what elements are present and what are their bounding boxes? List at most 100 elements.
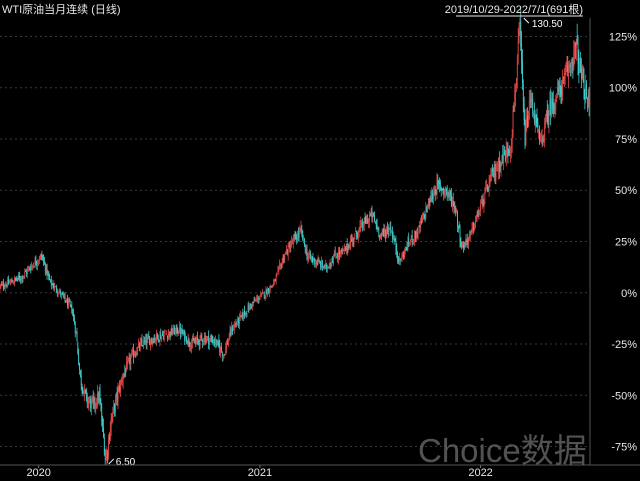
candle-body (56, 286, 57, 291)
axes-layer: 125% 100% 75% 50% 25% 0% -25% -50% -75% 2020 2021 2… (0, 18, 640, 479)
candle-body (284, 255, 286, 262)
candle-body (397, 253, 399, 259)
candle-body (475, 217, 477, 220)
candle-body (340, 249, 342, 253)
candle-body (588, 93, 590, 110)
candle-body (195, 341, 197, 343)
candle-body (25, 270, 27, 272)
candle-body (404, 251, 405, 258)
candle-body (408, 237, 410, 244)
candle-body (562, 78, 564, 96)
candle-body (249, 304, 251, 311)
candle-body (587, 96, 589, 99)
candle-body (63, 295, 65, 297)
candle-body (153, 337, 155, 343)
candle-body (129, 358, 131, 364)
candle-body (44, 261, 45, 264)
candle-body (11, 279, 13, 283)
candle-body (499, 168, 501, 170)
candle-body (467, 239, 469, 243)
candle-body (216, 340, 218, 346)
candle-body (490, 173, 492, 177)
candle-body (98, 392, 100, 401)
candle-body (57, 293, 59, 295)
candle-body (530, 98, 532, 102)
candle-body (83, 391, 85, 394)
candle-body (498, 158, 499, 172)
candle-body (510, 144, 512, 152)
candle-body (6, 285, 8, 287)
candle-body (90, 398, 92, 409)
candle-body (330, 263, 332, 265)
candle-body (407, 239, 409, 251)
candle-body (380, 234, 382, 236)
candle-body (14, 278, 15, 283)
candle-body (523, 103, 525, 121)
candle-body (109, 429, 111, 439)
candle-body (409, 243, 410, 245)
candle-body (169, 332, 171, 336)
candle-body (32, 265, 33, 267)
candle-body (392, 236, 394, 238)
candle-body (438, 181, 440, 184)
candle-body (233, 325, 235, 330)
candle-body (138, 344, 140, 349)
candle-body (173, 327, 174, 333)
candle-body (432, 192, 434, 200)
candle-body (321, 260, 323, 267)
candle-body (23, 275, 25, 278)
candle-body (207, 336, 209, 338)
candle-body (374, 215, 375, 222)
candle-body (345, 247, 346, 251)
candle-body (374, 221, 376, 223)
candle-body (517, 41, 519, 61)
candle-body (379, 235, 381, 238)
candle-body (115, 394, 117, 399)
candle-body (120, 381, 121, 393)
candle-body (144, 338, 146, 343)
candle-body (39, 255, 41, 260)
candle-body (556, 96, 558, 99)
candle-body (246, 312, 248, 314)
candle-body (403, 254, 404, 258)
candle-body (513, 107, 515, 111)
candle-body (318, 260, 320, 262)
candle-body (532, 99, 534, 115)
candle-body (161, 335, 163, 339)
candle-body (335, 257, 337, 259)
candle-body (101, 411, 103, 422)
candle-body (56, 291, 58, 293)
candle-body (15, 279, 17, 280)
candle-body (183, 331, 185, 335)
candle-body (386, 229, 387, 237)
candle-body (164, 332, 166, 334)
chart-title: WTI原油当月连续 (日线) (2, 2, 121, 16)
candle-body (380, 233, 381, 238)
candle-body (219, 345, 221, 353)
candle-body (515, 89, 517, 95)
candle-body (94, 397, 96, 406)
candle-body (221, 346, 222, 352)
candle-body (38, 260, 40, 262)
candle-body (572, 61, 574, 67)
candle-body (433, 191, 435, 196)
candle-body (163, 334, 165, 339)
candle-body (311, 257, 313, 259)
candle-body (126, 362, 127, 372)
candle-body (466, 240, 468, 242)
candle-body (304, 237, 305, 246)
candle-body (503, 152, 505, 161)
candle-body (255, 299, 257, 301)
candle-body (85, 390, 87, 394)
candle-body (269, 286, 271, 291)
candle-body (482, 198, 484, 206)
min-annotation-label: 6.50 (116, 457, 136, 468)
candle-body (471, 228, 473, 230)
candle-body (182, 332, 184, 334)
candle-body (184, 330, 186, 341)
candle-body (454, 205, 456, 208)
candle-body (36, 262, 38, 265)
